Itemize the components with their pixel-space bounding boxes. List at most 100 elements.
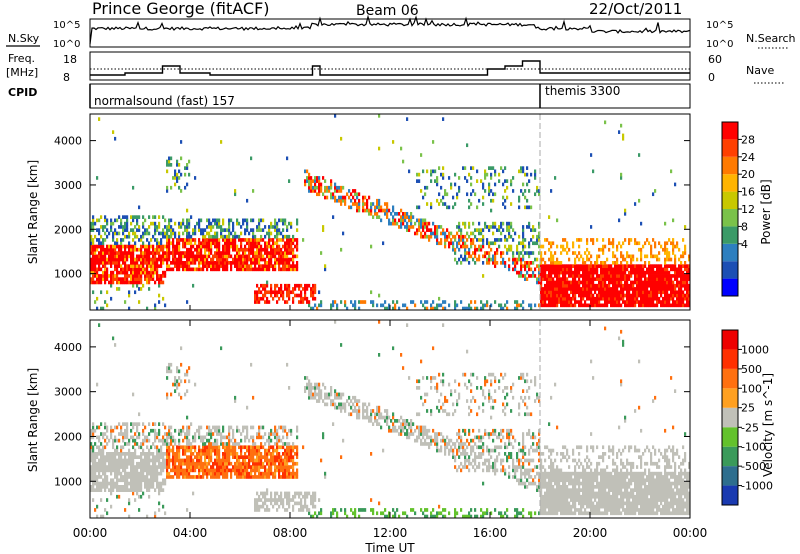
- power-cell-1365: [286, 254, 289, 259]
- power-cell-1201: [264, 264, 267, 268]
- power-cell-2430: [552, 296, 555, 301]
- power-cell-248: [122, 270, 125, 275]
- velocity-cell-1273: [274, 461, 277, 466]
- power-cell-188: [114, 267, 117, 272]
- power-cell-779: [194, 241, 197, 246]
- power-cell-1978: [470, 182, 473, 187]
- power-cell-2292: [532, 261, 535, 265]
- power-cell-969: [226, 244, 229, 249]
- power-cell-1497: [314, 283, 317, 288]
- velocity-cell-998: [232, 455, 235, 459]
- velocity-cell-805: [198, 425, 201, 430]
- power-cell-2685: [586, 247, 589, 252]
- velocity-cell-1012: [234, 448, 237, 453]
- velocity-cell-924: [218, 432, 221, 436]
- velocity-cell-968: [226, 455, 229, 459]
- power-cell-2883: [614, 293, 617, 298]
- nsky-left-tick-bottom: 10^0: [53, 39, 80, 50]
- power-cell-2523: [564, 293, 567, 298]
- power-cell-298: [128, 274, 131, 278]
- power-cell-235: [120, 264, 123, 268]
- velocity-cell-648: [174, 376, 177, 380]
- velocity-cell-1223: [266, 438, 269, 443]
- velocity-cell-557: [162, 458, 165, 463]
- power-cell-3225: [658, 264, 661, 268]
- power-cell-3223: [658, 270, 661, 275]
- velocity-cell-1326: [282, 504, 285, 509]
- velocity-heatmap: [90, 320, 691, 519]
- power-cell-548: [160, 238, 163, 242]
- power-cell-3388: [680, 280, 683, 285]
- power-cell-397: [140, 261, 143, 265]
- power-cell-2548: [566, 244, 569, 249]
- power-cell-640: [174, 247, 177, 252]
- power-cell-2401: [548, 270, 551, 275]
- velocity-cell-1327: [282, 501, 285, 506]
- velocity-cell-773: [192, 435, 195, 440]
- power-cell-1942: [464, 241, 467, 246]
- velocity-cell-560: [162, 442, 165, 446]
- power-cell-2903: [616, 277, 619, 281]
- power-cell-2674: [586, 290, 589, 295]
- power-cell-385: [138, 238, 141, 242]
- power-cell-3290: [666, 247, 669, 252]
- power-cell-1377: [288, 290, 291, 295]
- velocity-cell-232: [120, 485, 123, 489]
- power-cell-1580: [344, 198, 347, 203]
- power-cell-2298: [534, 303, 537, 308]
- velocity-cell-668: [178, 458, 181, 463]
- power-cell-2735: [594, 303, 597, 308]
- velocity-cell-942: [222, 458, 225, 463]
- velocity-cell-1340: [282, 425, 285, 430]
- velocity-cell-123: [104, 458, 107, 463]
- power-cell-1247: [270, 251, 273, 255]
- power-cell-13: [90, 228, 93, 232]
- power-cell-1747: [416, 228, 419, 232]
- power-cell-602: [168, 238, 171, 242]
- power-cell-1496: [314, 287, 317, 291]
- velocity-cell-40: [94, 475, 97, 479]
- power-cell-2726: [592, 280, 595, 285]
- power-cell-1170: [260, 290, 263, 295]
- velocity-cell-1139: [256, 491, 259, 496]
- power-cell-712: [184, 228, 187, 232]
- power-cell-46: [94, 247, 97, 252]
- power-cell-1654: [378, 208, 381, 213]
- power-cell-1154: [258, 287, 261, 291]
- power-cell-1989: [474, 306, 477, 311]
- power-cell-685: [180, 251, 183, 255]
- velocity-cell-281: [126, 478, 129, 483]
- power-cell-3099: [642, 296, 645, 301]
- velocity-cell-710: [184, 448, 187, 453]
- power-cell-206: [116, 267, 119, 272]
- power-cell-2072: [490, 241, 493, 246]
- power-cell-2476: [558, 300, 561, 304]
- velocity-cell-68: [98, 481, 101, 486]
- power-cell-979: [228, 241, 231, 246]
- power-cell-573: [164, 225, 167, 229]
- power-cell-137: [106, 257, 109, 262]
- power-cell-1085: [248, 267, 251, 272]
- power-cell-787: [196, 254, 199, 259]
- power-cell-1421: [294, 264, 297, 268]
- velocity-cell-192: [114, 461, 117, 466]
- power-cell-485: [152, 247, 155, 252]
- velocity-cell-98: [102, 514, 105, 519]
- power-cell-2264: [526, 172, 529, 177]
- velocity-cell-788: [196, 458, 199, 463]
- power-colorbar-cell-3: [722, 226, 738, 244]
- velocity-cell-779: [194, 448, 197, 453]
- power-cell-518: [156, 238, 159, 242]
- power-cell-2114: [498, 179, 501, 183]
- velocity-cell-480: [152, 471, 155, 476]
- power-cell-2848: [608, 238, 611, 242]
- velocity-cell-491: [154, 511, 157, 516]
- velocity-cell-676: [178, 428, 181, 433]
- power-cell-476: [152, 277, 155, 281]
- power-cell-2984: [626, 280, 629, 285]
- velocity-cell-498: [154, 461, 157, 466]
- velocity-cell-72: [98, 465, 101, 469]
- power-cell-1533: [326, 189, 329, 193]
- velocity-cell-333: [132, 458, 135, 463]
- velocity-cell-1191: [262, 455, 265, 459]
